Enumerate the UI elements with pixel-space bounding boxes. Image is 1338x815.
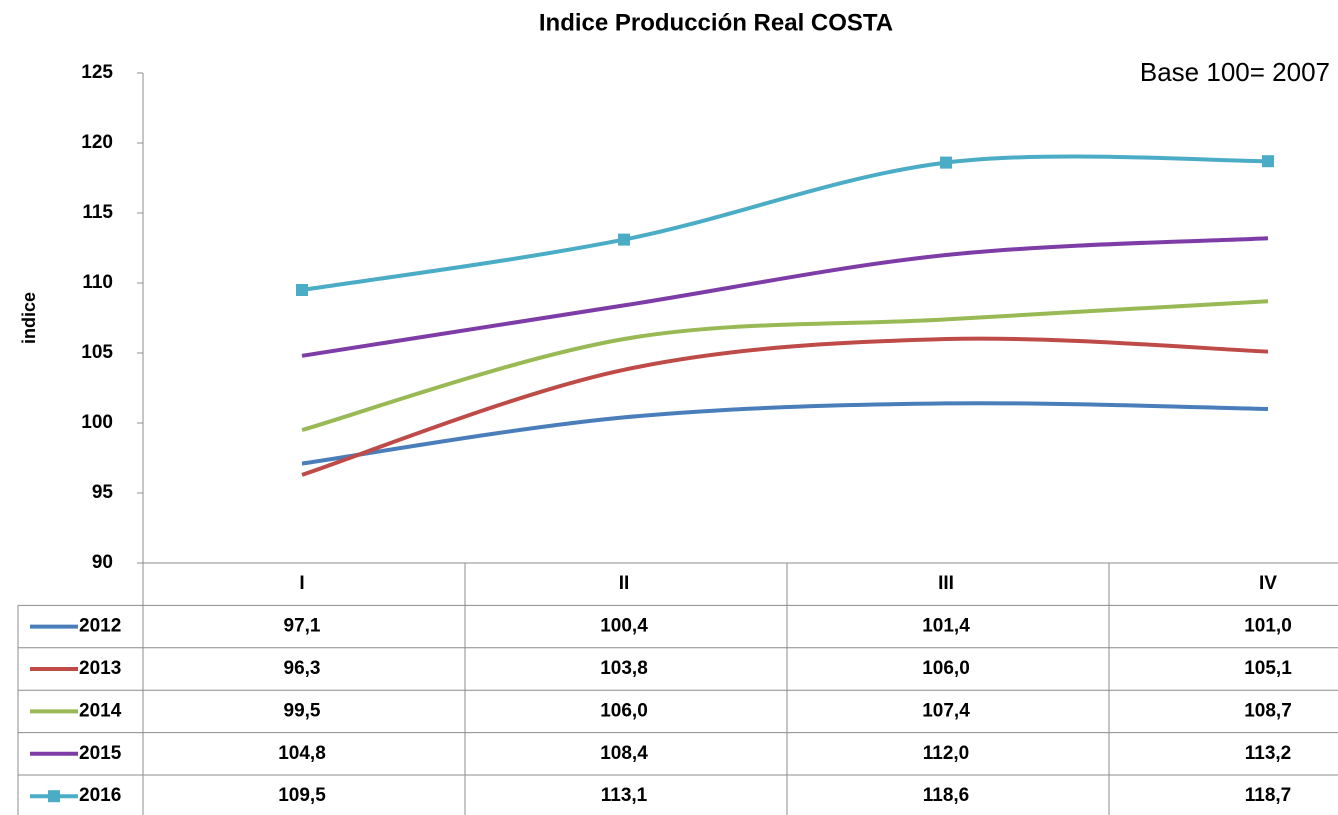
y-tick-label: 90: [92, 552, 113, 573]
data-label: 96,3: [284, 658, 321, 679]
legend-marker: [48, 790, 60, 803]
data-label: 105,1: [1244, 658, 1292, 679]
data-label: 113,1: [601, 785, 648, 806]
data-label: 103,8: [600, 658, 648, 679]
legend-label: 2016: [79, 785, 121, 806]
data-label: 108,7: [1244, 700, 1292, 721]
y-tick-label: 125: [81, 62, 113, 83]
legend-label: 2013: [79, 658, 121, 679]
data-label: 99,5: [284, 700, 321, 721]
data-label: 113,2: [1245, 743, 1292, 764]
point-marker: [618, 233, 630, 246]
point-marker: [1262, 155, 1274, 168]
data-label: 100,4: [600, 616, 648, 637]
point-marker: [296, 284, 308, 296]
data-label: 118,7: [1245, 785, 1292, 806]
y-tick-label: 95: [92, 482, 114, 503]
series-line: [301, 236, 1269, 358]
data-label: 101,0: [1244, 616, 1292, 637]
series-line: [301, 401, 1269, 466]
legend-label: 2014: [79, 700, 122, 721]
point-marker: [940, 156, 952, 169]
chart-title: Indice Producción Real COSTA: [539, 9, 893, 36]
data-label: 101,4: [922, 616, 970, 637]
x-tick-label: I: [299, 573, 304, 594]
annotation: Base 100= 2007: [1140, 57, 1330, 87]
data-label: 106,0: [922, 658, 970, 679]
legend-label: 2012: [79, 616, 121, 637]
y-axis-label: indice: [19, 292, 39, 344]
data-label: 104,8: [278, 743, 326, 764]
data-label: 97,1: [284, 616, 321, 637]
x-tick-label: IV: [1259, 573, 1277, 594]
y-tick-label: 105: [81, 342, 113, 363]
y-tick-label: 115: [82, 202, 113, 223]
series-line: [301, 299, 1269, 432]
series-line: [301, 154, 1269, 292]
data-label: 109,5: [278, 785, 326, 806]
y-tick-label: 110: [82, 272, 113, 293]
data-label: 107,4: [922, 700, 970, 721]
data-label: 108,4: [600, 743, 648, 764]
legend-label: 2015: [79, 743, 122, 764]
y-tick-label: 100: [81, 412, 113, 433]
x-tick-label: III: [938, 573, 954, 594]
data-label: 112,0: [923, 743, 970, 764]
data-label: 118,6: [923, 785, 970, 806]
x-tick-label: II: [619, 573, 630, 594]
data-label: 106,0: [600, 700, 648, 721]
series-line: [301, 336, 1269, 477]
y-tick-label: 120: [81, 132, 113, 153]
